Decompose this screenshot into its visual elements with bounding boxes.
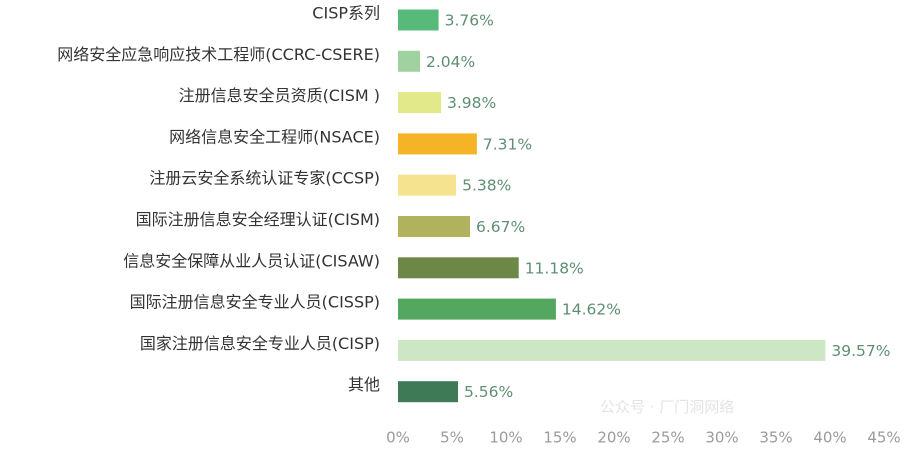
data-label: 14.62% — [562, 301, 621, 319]
x-tick-label: 35% — [759, 429, 792, 447]
category-label: 信息安全保障从业人员认证(CISAW) — [123, 251, 380, 270]
bar — [398, 9, 439, 31]
x-tick-label: 15% — [543, 429, 576, 447]
category-label: CISP系列 — [312, 4, 380, 23]
bar — [398, 92, 441, 114]
category-label: 注册信息安全员资质(CISM ) — [179, 86, 380, 105]
data-label: 5.56% — [464, 383, 513, 401]
bar — [398, 339, 826, 361]
category-label: 国际注册信息安全专业人员(CISSP) — [130, 293, 380, 312]
bars-group — [398, 9, 826, 403]
bar — [398, 216, 470, 237]
x-tick-label: 0% — [386, 429, 410, 447]
x-axis-ticks-group: 0% 5% 10% 15% 20% 25% 30% 35% 40% 45% — [386, 429, 901, 447]
bar — [398, 381, 458, 403]
data-label: 5.38% — [462, 177, 511, 195]
category-label: 网络安全应急响应技术工程师(CCRC-CSERE) — [57, 45, 380, 64]
data-label: 7.31% — [483, 135, 532, 153]
x-tick-label: 40% — [813, 429, 846, 447]
x-tick-label: 45% — [867, 429, 900, 447]
category-label: 国际注册信息安全经理认证(CISM) — [136, 210, 380, 229]
data-label: 11.18% — [525, 259, 584, 277]
bar — [398, 50, 420, 72]
x-tick-label: 30% — [705, 429, 738, 447]
data-label: 3.98% — [447, 94, 496, 112]
x-tick-label: 5% — [440, 429, 464, 447]
data-label: 2.04% — [426, 53, 475, 71]
bar — [398, 298, 556, 320]
bar — [398, 174, 457, 196]
category-label: 国家注册信息安全专业人员(CISP) — [140, 334, 380, 353]
data-label: 6.67% — [476, 218, 525, 236]
bar — [398, 257, 519, 279]
x-tick-label: 20% — [597, 429, 630, 447]
x-tick-label: 25% — [651, 429, 684, 447]
category-label: 网络信息安全工程师(NSACE) — [169, 127, 380, 146]
category-label: 注册云安全系统认证专家(CCSP) — [149, 169, 380, 188]
data-label: 39.57% — [831, 342, 890, 360]
watermark: 公众号 · 厂门洞网络 — [600, 398, 734, 416]
bar — [398, 133, 477, 155]
x-tick-label: 10% — [489, 429, 522, 447]
category-label: 其他 — [348, 375, 380, 394]
data-label: 3.76% — [445, 12, 494, 30]
value-labels-group: 3.76% 2.04% 3.98% 7.31% 5.38% 6.67% 11.18% 14.6… — [426, 12, 891, 402]
